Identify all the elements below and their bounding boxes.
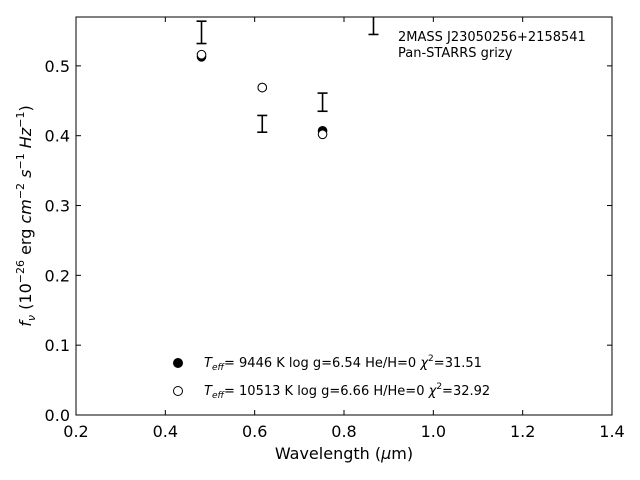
x-tick-label-6: 1.4 — [599, 422, 624, 441]
y-tick-label-0: 0.0 — [45, 406, 70, 425]
x-tick-label-4: 1.0 — [421, 422, 446, 441]
x-tick-label-5: 1.2 — [510, 422, 535, 441]
legend-entry-1: Teff= 9446 K log g=6.54 He/H=0 χ2=31.51 — [204, 354, 482, 373]
target-name: 2MASS J23050256+2158541 — [398, 30, 586, 45]
model-points — [196, 49, 328, 140]
y-tick-label-3: 0.3 — [45, 197, 70, 216]
observed-errorbars — [196, 17, 379, 134]
legend-entry-2: Teff= 10513 K log g=6.66 H/He=0 χ2=32.92 — [204, 382, 490, 401]
x-tick-label-3: 0.8 — [331, 422, 356, 441]
survey-name: Pan-STARRS grizy — [398, 46, 513, 61]
x-tick-label-1: 0.4 — [153, 422, 178, 441]
x-axis-label: Wavelength (μm) — [275, 444, 413, 463]
y-tick-label-5: 0.5 — [45, 57, 70, 76]
y-tick-label-2: 0.2 — [45, 266, 70, 285]
legend: Teff= 9446 K log g=6.54 He/H=0 χ2=31.51 … — [173, 354, 490, 401]
y-axis-ticks: 0.0 0.1 0.2 0.3 0.4 0.5 — [45, 57, 612, 425]
errorbar-1 — [257, 114, 268, 134]
x-tick-label-2: 0.6 — [242, 422, 267, 441]
y-tick-label-1: 0.1 — [45, 336, 70, 355]
errorbar-3 — [368, 17, 379, 36]
errorbar-2 — [317, 92, 328, 113]
x-axis-ticks: 0.2 0.4 0.6 0.8 1.0 1.2 1.4 — [63, 17, 625, 441]
legend-marker-open — [173, 386, 183, 396]
open-point-1 — [257, 82, 268, 93]
y-tick-label-4: 0.4 — [45, 127, 70, 146]
errorbar-0 — [196, 20, 207, 45]
open-point-2 — [317, 129, 328, 140]
y-axis-label: fν (10−26 erg cm−2 s−1 Hz−1) — [14, 105, 38, 326]
x-tick-label-0: 0.2 — [63, 422, 88, 441]
open-point-0 — [196, 49, 207, 60]
legend-marker-filled — [173, 358, 183, 368]
